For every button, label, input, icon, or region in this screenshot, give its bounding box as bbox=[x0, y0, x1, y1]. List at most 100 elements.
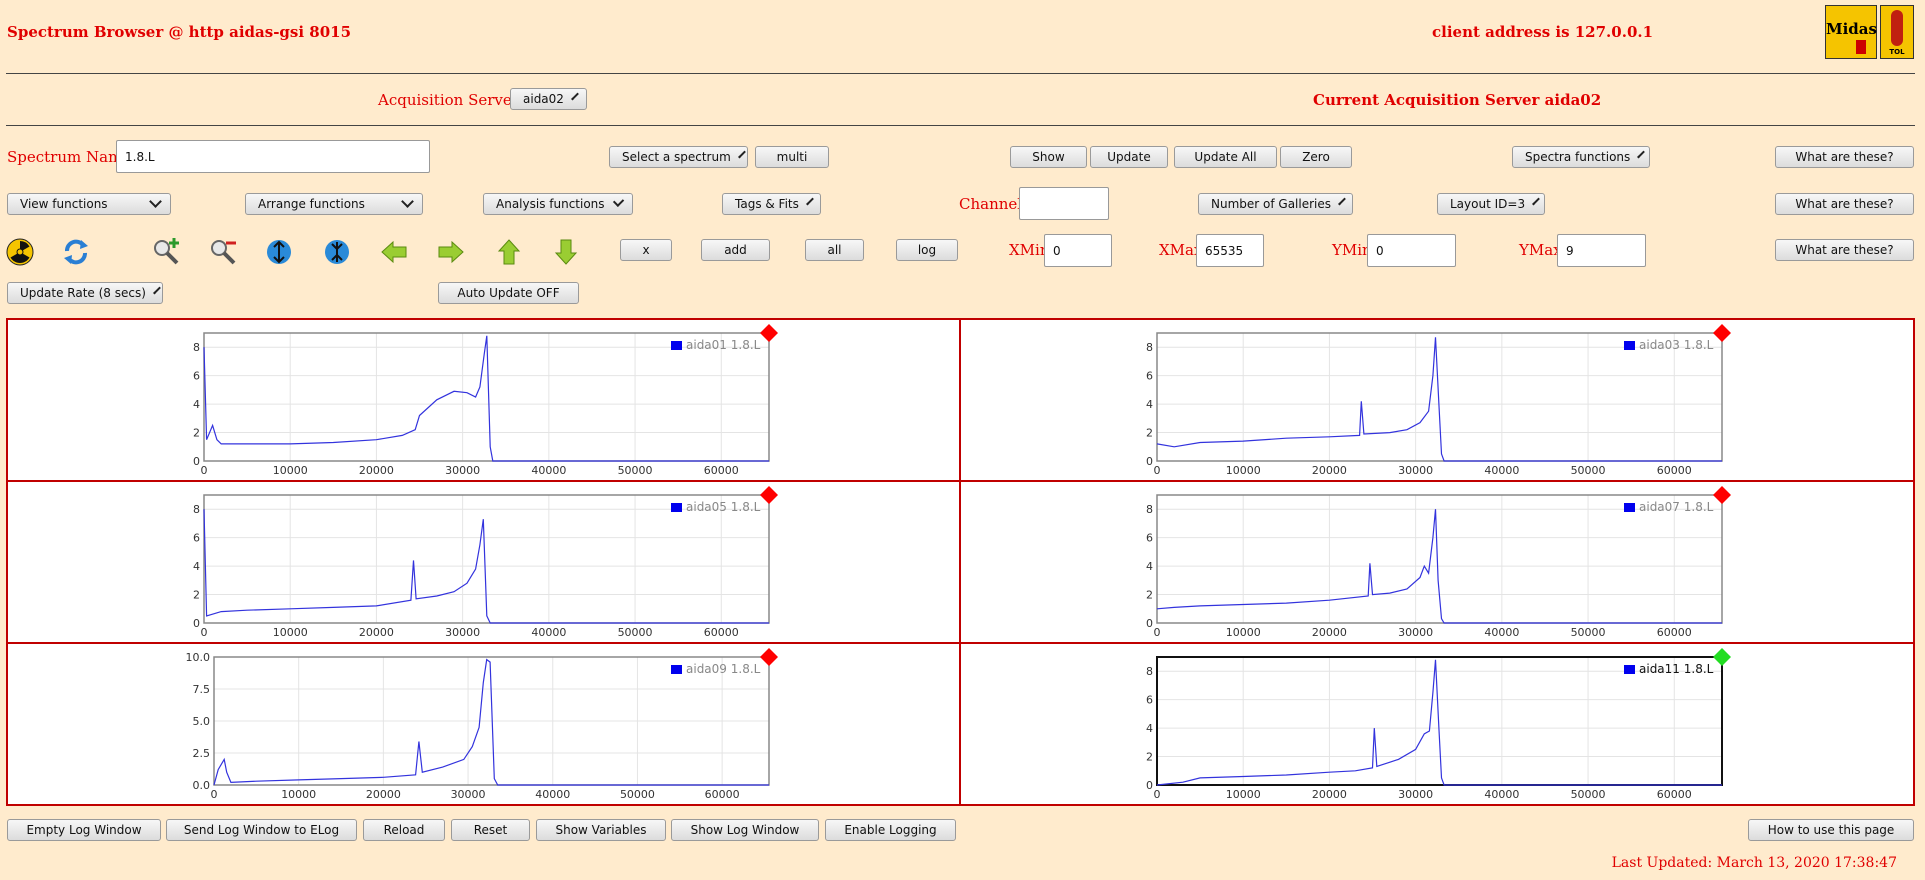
plot-frame bbox=[213, 656, 770, 786]
what-are-these-button-1[interactable]: What are these? bbox=[1775, 146, 1914, 168]
radiation-icon[interactable] bbox=[5, 237, 35, 267]
show-variables-button[interactable]: Show Variables bbox=[536, 819, 666, 841]
divider bbox=[6, 73, 1915, 74]
ymin-input[interactable]: 0 bbox=[1367, 234, 1456, 267]
chevron-down-icon bbox=[571, 92, 579, 101]
y-tick-label: 7.5 bbox=[193, 683, 211, 696]
number-of-galleries-label: Number of Galleries bbox=[1211, 197, 1332, 211]
send-log-elog-button[interactable]: Send Log Window to ELog bbox=[166, 819, 357, 841]
current-server: Current Acquisition Server aida02 bbox=[1313, 91, 1602, 109]
auto-update-button[interactable]: Auto Update OFF bbox=[438, 282, 579, 304]
y-tick-label: 6 bbox=[193, 532, 200, 545]
x-tick-label: 0 bbox=[1154, 464, 1161, 477]
xmin-input[interactable]: 0 bbox=[1044, 234, 1112, 267]
gallery-panel-2: 0 10000 20000 30000 40000 50000 60000 0 2 4 6 8 aida… bbox=[959, 318, 1915, 482]
layout-dropdown[interactable]: Layout ID=3 bbox=[1437, 193, 1545, 215]
legend-swatch bbox=[671, 503, 682, 512]
xmax-input[interactable]: 65535 bbox=[1196, 234, 1264, 267]
ymax-input[interactable]: 9 bbox=[1557, 234, 1646, 267]
y-tick-label: 2 bbox=[1146, 427, 1153, 440]
analysis-functions-dropdown[interactable]: Analysis functions bbox=[483, 193, 633, 215]
spectrum-trace bbox=[203, 509, 769, 624]
x-tick-label: 60000 bbox=[1657, 788, 1692, 801]
update-button[interactable]: Update bbox=[1090, 146, 1168, 168]
y-tick-label: 4 bbox=[1146, 722, 1153, 735]
select-spectrum-dropdown[interactable]: Select a spectrum bbox=[609, 146, 748, 168]
arrow-down-icon[interactable] bbox=[551, 237, 581, 267]
zoom-out-icon[interactable] bbox=[208, 237, 238, 267]
arrow-left-icon[interactable] bbox=[379, 237, 409, 267]
legend-swatch bbox=[1624, 665, 1635, 674]
last-updated: Last Updated: March 13, 2020 17:38:47 bbox=[1611, 855, 1897, 871]
refresh-icon[interactable] bbox=[61, 237, 91, 267]
midas-logo-text: Midas bbox=[1826, 20, 1877, 38]
tags-fits-dropdown[interactable]: Tags & Fits bbox=[722, 193, 821, 215]
update-rate-dropdown[interactable]: Update Rate (8 secs) bbox=[7, 282, 163, 304]
legend-label: aida09 1.8.L bbox=[686, 662, 761, 676]
gallery-panel-1: 0 10000 20000 30000 40000 50000 60000 0 2 4 6 8 aida… bbox=[6, 318, 961, 482]
spectrum-chart-aida11[interactable]: 0 10000 20000 30000 40000 50000 60000 0 2 4 6 8 aida… bbox=[961, 644, 1913, 804]
y-tick-label: 0 bbox=[1146, 779, 1153, 792]
acquisition-server-select[interactable]: aida02 bbox=[510, 88, 587, 110]
zero-button[interactable]: Zero bbox=[1280, 146, 1352, 168]
spectrum-trace bbox=[1156, 337, 1722, 462]
midas-logo-mark bbox=[1856, 40, 1866, 54]
spectrum-chart-aida05[interactable]: 0 10000 20000 30000 40000 50000 60000 0 2 4 6 8 aida… bbox=[8, 482, 959, 642]
legend-swatch bbox=[671, 665, 682, 674]
log-button[interactable]: log bbox=[896, 239, 958, 261]
spectrum-chart-aida03[interactable]: 0 10000 20000 30000 40000 50000 60000 0 2 4 6 8 aida… bbox=[961, 320, 1913, 480]
x-tick-label: 50000 bbox=[618, 626, 653, 639]
plot-frame bbox=[1156, 656, 1723, 786]
legend-swatch bbox=[1624, 341, 1635, 350]
tol-logo-mark bbox=[1891, 10, 1903, 46]
view-functions-dropdown[interactable]: View functions bbox=[7, 193, 171, 215]
x-tick-label: 10000 bbox=[1226, 626, 1261, 639]
how-to-use-button[interactable]: How to use this page bbox=[1748, 819, 1914, 841]
reset-button[interactable]: Reset bbox=[451, 819, 530, 841]
spectrum-chart-aida09[interactable]: 0 10000 20000 30000 40000 50000 60000 0.0 2.5 5.0… bbox=[8, 644, 959, 804]
multi-button[interactable]: multi bbox=[755, 146, 829, 168]
what-are-these-button-3[interactable]: What are these? bbox=[1775, 239, 1914, 261]
arrow-right-icon[interactable] bbox=[436, 237, 466, 267]
spectra-functions-dropdown[interactable]: Spectra functions bbox=[1512, 146, 1650, 168]
y-tick-label: 4 bbox=[1146, 560, 1153, 573]
layout-label: Layout ID=3 bbox=[1450, 197, 1526, 211]
zoom-in-icon[interactable] bbox=[151, 237, 181, 267]
arrow-up-icon[interactable] bbox=[494, 237, 524, 267]
show-log-window-button[interactable]: Show Log Window bbox=[671, 819, 819, 841]
spectrum-chart-aida07[interactable]: 0 10000 20000 30000 40000 50000 60000 0 2 4 6 8 aida… bbox=[961, 482, 1913, 642]
x-tick-label: 0 bbox=[201, 626, 208, 639]
arrange-functions-dropdown[interactable]: Arrange functions bbox=[245, 193, 423, 215]
chevron-down-icon bbox=[805, 197, 814, 206]
update-all-button[interactable]: Update All bbox=[1174, 146, 1277, 168]
xmin-label: XMin bbox=[1009, 241, 1050, 259]
spectrum-chart-aida01[interactable]: 0 10000 20000 30000 40000 50000 60000 0 2 4 6 8 aida… bbox=[8, 320, 959, 480]
number-of-galleries-dropdown[interactable]: Number of Galleries bbox=[1198, 193, 1353, 215]
empty-log-button[interactable]: Empty Log Window bbox=[7, 819, 161, 841]
show-button[interactable]: Show bbox=[1010, 146, 1087, 168]
spectrum-name-input[interactable]: 1.8.L bbox=[116, 140, 430, 173]
y-tick-label: 6 bbox=[1146, 532, 1153, 545]
y-tick-label: 4 bbox=[193, 560, 200, 573]
legend-label: aida05 1.8.L bbox=[686, 500, 761, 514]
channel-input[interactable] bbox=[1019, 187, 1109, 220]
enable-logging-button[interactable]: Enable Logging bbox=[825, 819, 956, 841]
chevron-down-icon bbox=[1637, 150, 1646, 159]
y-tick-label: 4 bbox=[1146, 398, 1153, 411]
x-tick-label: 50000 bbox=[1571, 788, 1606, 801]
all-button[interactable]: all bbox=[805, 239, 864, 261]
add-button[interactable]: add bbox=[701, 239, 770, 261]
x-tick-label: 0 bbox=[1154, 788, 1161, 801]
reload-button[interactable]: Reload bbox=[363, 819, 445, 841]
x-button[interactable]: x bbox=[620, 239, 672, 261]
x-tick-label: 40000 bbox=[1484, 626, 1519, 639]
x-tick-label: 60000 bbox=[705, 788, 740, 801]
expand-y-icon[interactable] bbox=[264, 237, 294, 267]
x-tick-label: 20000 bbox=[1312, 464, 1347, 477]
chevron-down-icon bbox=[1532, 197, 1540, 206]
y-tick-label: 8 bbox=[1146, 503, 1153, 516]
y-tick-label: 2 bbox=[1146, 589, 1153, 602]
what-are-these-button-2[interactable]: What are these? bbox=[1775, 193, 1914, 215]
status-indicator bbox=[1713, 648, 1731, 666]
compress-y-icon[interactable] bbox=[322, 237, 352, 267]
